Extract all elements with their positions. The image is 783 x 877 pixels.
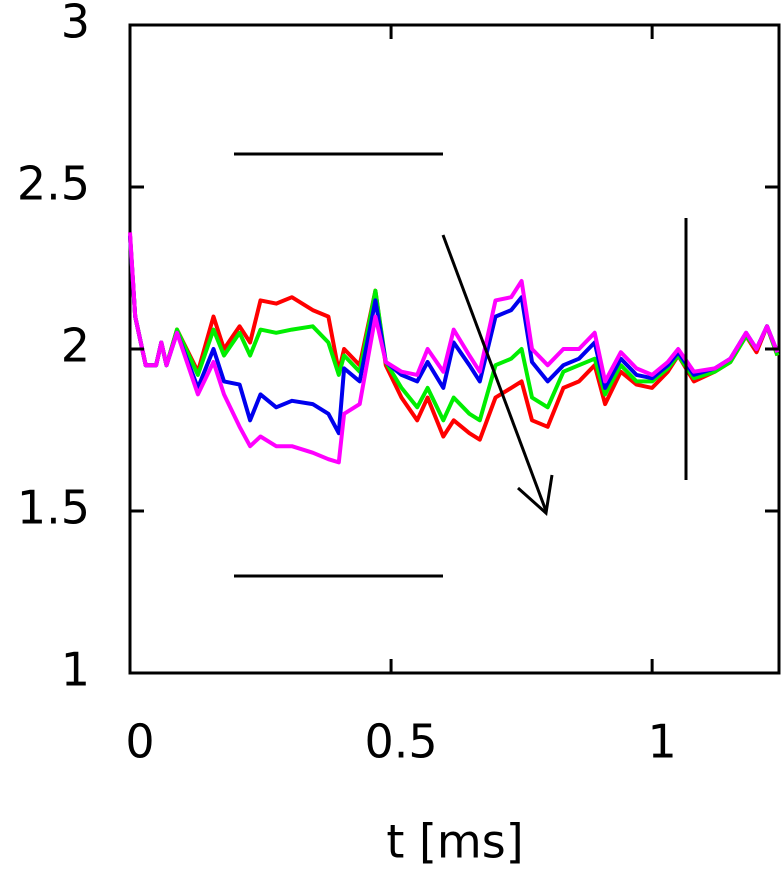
arrow-head	[517, 474, 554, 516]
plot-area	[128, 232, 780, 465]
x-axis-label: t [ms]	[386, 815, 523, 869]
data-line	[128, 235, 780, 436]
y-tick-label: 2	[61, 319, 90, 373]
data-line	[128, 235, 780, 442]
y-tick-label: 1.5	[17, 481, 90, 535]
arrow	[441, 234, 548, 512]
data-line	[128, 235, 780, 423]
data-line	[128, 232, 780, 465]
x-tick-label: 0.5	[364, 715, 437, 769]
x-tick-label: 1	[647, 715, 676, 769]
y-tick-label: 1	[61, 643, 90, 697]
y-tick-label: 2.5	[17, 157, 90, 211]
y-tick-label: 3	[61, 0, 90, 49]
x-tick-label: 0	[125, 715, 154, 769]
